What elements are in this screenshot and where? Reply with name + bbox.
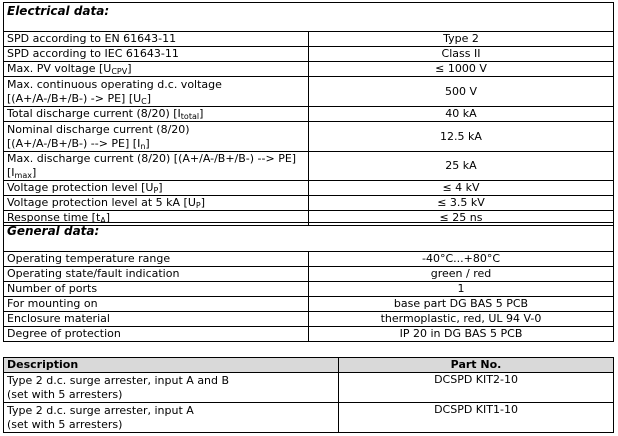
label-text: Max. PV voltage [U — [7, 62, 112, 75]
general-data-title: General data: — [3, 222, 614, 252]
row-value: ≤ 3.5 kV — [308, 195, 614, 211]
table-row: Max. discharge current (8/20) [(A+/A-/B+… — [3, 151, 614, 181]
row-label: Voltage protection level at 5 kA [UP] — [3, 195, 309, 211]
label-subscript: max — [14, 171, 32, 180]
row-value: 40 kA — [308, 106, 614, 122]
row-label: Voltage protection level [UP] — [3, 180, 309, 196]
label-suffix: ] — [200, 196, 206, 209]
row-value: 25 kA — [308, 151, 614, 181]
row-label: Degree of protection — [3, 326, 309, 342]
part-number: DCSPD KIT1-10 — [338, 402, 614, 433]
table-row: SPD according to IEC 61643-11 Class II — [3, 46, 614, 62]
row-label: Total discharge current (8/20) [Itotal] — [3, 106, 309, 122]
label-text: SPD according to IEC 61643-11 — [7, 47, 179, 60]
row-value: 500 V — [308, 76, 614, 107]
row-label: Max. discharge current (8/20) [(A+/A-/B+… — [3, 151, 309, 181]
label-suffix: ] — [105, 211, 111, 224]
table-row: Degree of protection IP 20 in DG BAS 5 PC… — [3, 326, 614, 342]
label-subscript: CPV — [111, 67, 128, 76]
label-subscript: P — [153, 186, 159, 195]
row-value: ≤ 4 kV — [308, 180, 614, 196]
electrical-data-title: Electrical data: — [3, 2, 614, 32]
label-text: Max. discharge current (8/20) [(A+/A-/B+… — [7, 152, 297, 179]
table-row: Voltage protection level [UP] ≤ 4 kV — [3, 180, 614, 196]
row-label: Max. continuous operating d.c. voltage[(… — [3, 76, 309, 107]
row-label: Max. PV voltage [UCPV] — [3, 61, 309, 77]
table-row: Enclosure material thermoplastic, red, UL… — [3, 311, 614, 327]
table-row: Nominal discharge current (8/20) [(A+/A-/… — [3, 121, 614, 152]
parts-table: Description Part No. Type 2 d.c. surge a… — [3, 357, 614, 433]
table-row: Total discharge current (8/20) [Itotal] 4… — [3, 106, 614, 122]
row-value: 1 — [308, 281, 614, 297]
part-description: Type 2 d.c. surge arrester, input A and … — [3, 372, 339, 403]
row-label: Number of ports — [3, 281, 309, 297]
table-row: Max. continuous operating d.c. voltage[(… — [3, 76, 614, 107]
row-label: For mounting on — [3, 296, 309, 312]
table-row: Max. PV voltage [UCPV] ≤ 1000 V — [3, 61, 614, 77]
label-subscript: C — [141, 96, 147, 106]
row-label: Operating temperature range — [3, 251, 309, 267]
label-suffix: ] — [145, 136, 150, 150]
label-text: Nominal discharge current (8/20) [(A+/A-/… — [7, 122, 190, 150]
table-row: Voltage protection level at 5 kA [UP] ≤ 3… — [3, 195, 614, 211]
part-no-header: Part No. — [338, 357, 614, 373]
row-value: -40°C...+80°C — [308, 251, 614, 267]
label-text: Max. continuous operating d.c. voltage[(… — [7, 77, 222, 105]
table-row: Operating state/fault indication green / … — [3, 266, 614, 282]
row-label: Enclosure material — [3, 311, 309, 327]
row-value: 12.5 kA — [308, 121, 614, 152]
label-subscript: total — [180, 112, 200, 121]
label-suffix: ] — [127, 62, 132, 75]
row-value: ≤ 1000 V — [308, 61, 614, 77]
table-row: Type 2 d.c. surge arrester, input A and … — [3, 372, 614, 403]
label-suffix: ] — [146, 91, 152, 105]
row-label: Nominal discharge current (8/20) [(A+/A-/… — [3, 121, 309, 152]
part-number: DCSPD KIT2-10 — [338, 372, 614, 403]
row-value: Class II — [308, 46, 614, 62]
label-text: Voltage protection level at 5 kA [U — [7, 196, 196, 209]
table-row: Type 2 d.c. surge arrester, input A (set … — [3, 402, 614, 433]
electrical-data-table: Electrical data: SPD according to EN 616… — [3, 2, 614, 226]
label-text: Response time [t — [7, 211, 101, 224]
part-description: Type 2 d.c. surge arrester, input A (set … — [3, 402, 339, 433]
table-row: SPD according to EN 61643-11 Type 2 — [3, 31, 614, 47]
general-data-table: General data: Operating temperature rang… — [3, 222, 614, 342]
table-row: Operating temperature range -40°C...+80°C — [3, 251, 614, 267]
row-value: IP 20 in DG BAS 5 PCB — [308, 326, 614, 342]
row-value: green / red — [308, 266, 614, 282]
table-row: Number of ports 1 — [3, 281, 614, 297]
row-label: SPD according to IEC 61643-11 — [3, 46, 309, 62]
label-text: SPD according to EN 61643-11 — [7, 32, 177, 45]
description-header: Description — [3, 357, 339, 373]
label-suffix: ] — [158, 181, 163, 194]
label-subscript: P — [195, 201, 201, 210]
row-label: SPD according to EN 61643-11 — [3, 31, 309, 47]
label-text: Total discharge current (8/20) [I — [7, 107, 181, 120]
label-subscript: n — [140, 141, 146, 151]
table-row: For mounting on base part DG BAS 5 PCB — [3, 296, 614, 312]
label-subscript: A — [100, 216, 106, 225]
row-value: Type 2 — [308, 31, 614, 47]
label-suffix: ] — [199, 107, 204, 120]
label-suffix: ] — [31, 166, 37, 179]
label-text: Voltage protection level [U — [7, 181, 154, 194]
row-label: Operating state/fault indication — [3, 266, 309, 282]
row-value: thermoplastic, red, UL 94 V-0 — [308, 311, 614, 327]
row-value: base part DG BAS 5 PCB — [308, 296, 614, 312]
